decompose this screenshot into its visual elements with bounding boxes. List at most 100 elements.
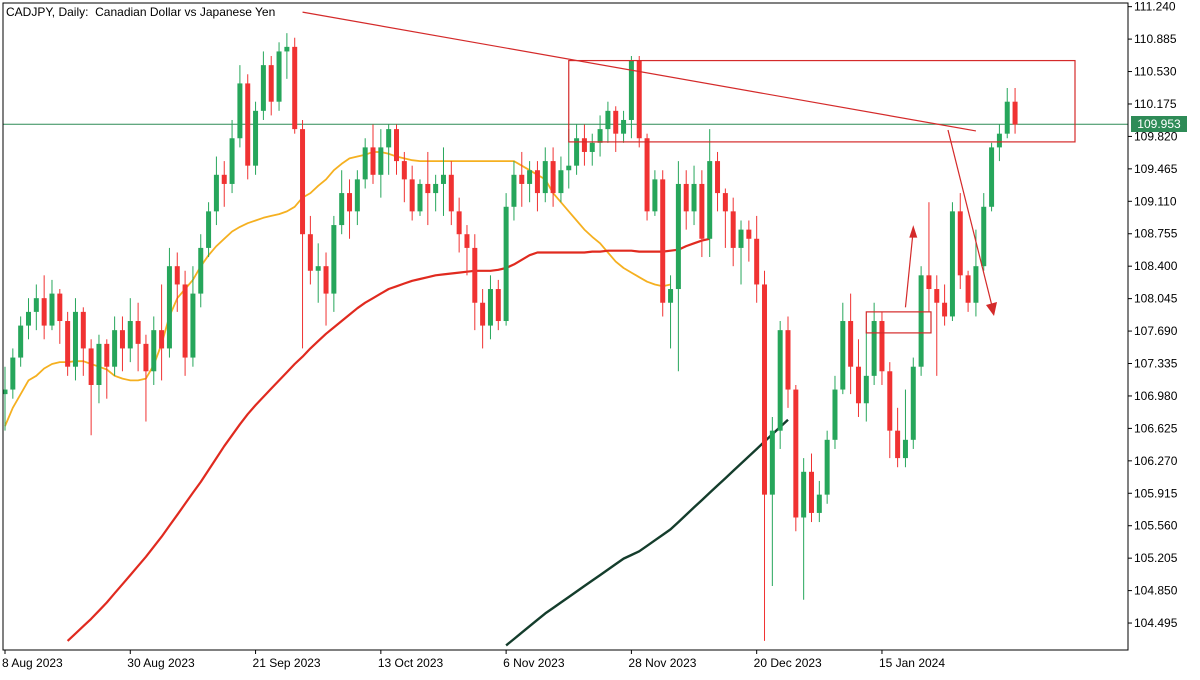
candle-body: [268, 65, 274, 102]
candle: [182, 270, 188, 376]
candle-body: [49, 293, 55, 326]
candle: [503, 193, 509, 326]
candle-body: [362, 147, 368, 180]
candle-body: [339, 193, 345, 226]
candle: [926, 202, 932, 312]
candle-body: [57, 293, 63, 322]
candle: [354, 170, 360, 226]
candle-body: [104, 343, 110, 367]
candle-body: [386, 129, 392, 148]
y-tick-label: 105.205: [1134, 551, 1178, 565]
candle-body: [542, 161, 548, 194]
candle: [495, 279, 501, 331]
candle-body: [159, 330, 165, 349]
candle: [190, 266, 196, 367]
candle: [918, 266, 924, 376]
y-tick-label: 109.820: [1134, 129, 1178, 143]
candle-body: [448, 174, 454, 212]
candle: [151, 316, 157, 385]
candle-body: [1004, 101, 1010, 134]
candle-body: [151, 330, 157, 372]
candle: [574, 124, 580, 175]
candle: [213, 156, 219, 226]
candle-body: [245, 83, 251, 166]
candle-body: [487, 289, 493, 326]
candle: [370, 124, 376, 184]
candle-body: [80, 311, 86, 349]
candle-body: [613, 110, 619, 134]
candle: [511, 161, 517, 221]
candle-body: [143, 343, 149, 372]
candle: [550, 147, 556, 207]
candle-body: [628, 60, 634, 120]
candle-body: [260, 65, 266, 111]
candle-body: [550, 161, 556, 194]
candle-body: [746, 229, 752, 239]
candle: [996, 124, 1002, 162]
candle-body: [323, 266, 329, 294]
candle-body: [378, 147, 384, 175]
candle-body: [581, 138, 587, 152]
candle: [409, 165, 415, 221]
y-tick-label: 110.175: [1134, 97, 1177, 111]
candle-body: [347, 193, 353, 212]
candle-body: [808, 471, 814, 513]
candle: [72, 298, 78, 381]
candle-body: [221, 174, 227, 184]
candle: [581, 124, 587, 166]
candle-body: [738, 229, 744, 248]
candle-body: [394, 129, 399, 162]
candle-body: [574, 138, 580, 166]
candle-body: [769, 430, 775, 495]
candle: [981, 193, 987, 271]
candle: [738, 220, 744, 285]
candle-body: [1012, 101, 1018, 125]
candle-body: [511, 174, 517, 207]
candle-body: [660, 179, 666, 303]
candle-body: [534, 170, 540, 194]
y-tick-label: 109.465: [1134, 162, 1178, 176]
candle-body: [331, 225, 337, 294]
candle: [832, 375, 838, 449]
candle: [260, 51, 266, 120]
candle-body: [292, 46, 298, 130]
candle-body: [824, 439, 830, 495]
candle: [808, 453, 814, 523]
candle: [65, 311, 71, 376]
candle-body: [425, 183, 431, 194]
candle-body: [855, 366, 861, 404]
candle-body: [902, 439, 908, 459]
candle-body: [253, 110, 259, 166]
candle: [472, 234, 478, 331]
candle-body: [96, 343, 102, 385]
candle-body: [503, 206, 509, 322]
candle-body: [480, 302, 486, 326]
candle-body: [793, 389, 799, 518]
candle: [754, 215, 760, 303]
ma-fast-line: [4, 151, 671, 427]
candle: [112, 316, 118, 376]
candle: [910, 357, 916, 449]
candle-body: [127, 321, 133, 349]
candle: [605, 101, 611, 143]
y-tick-label: 109.110: [1134, 194, 1177, 208]
candle-body: [832, 389, 838, 440]
down-arrow-head: [986, 302, 997, 316]
ma-slow-line: [505, 418, 789, 647]
candle: [957, 193, 963, 290]
candle: [104, 339, 110, 399]
candle-body: [300, 129, 306, 235]
candle-body: [621, 119, 627, 134]
candle: [628, 56, 634, 139]
candle-body: [675, 183, 681, 290]
candle: [456, 197, 462, 253]
candle: [1012, 87, 1018, 134]
candle-body: [519, 174, 525, 184]
y-tick-label: 108.400: [1134, 259, 1178, 273]
candle-body: [910, 366, 916, 440]
candle: [840, 302, 846, 395]
candle: [621, 110, 627, 143]
candle-body: [644, 138, 650, 212]
candle: [57, 289, 63, 344]
y-tick-label: 108.045: [1134, 292, 1178, 306]
